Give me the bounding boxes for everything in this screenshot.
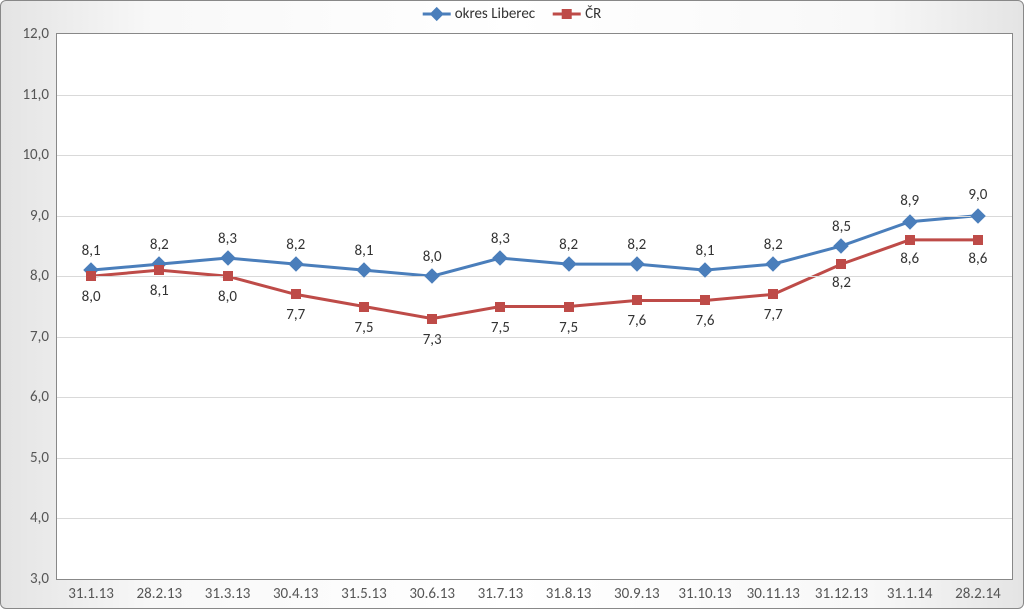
- data-marker: [905, 235, 915, 245]
- data-marker: [836, 259, 846, 269]
- x-tick-label: 31.3.13: [205, 579, 251, 603]
- data-marker: [631, 259, 642, 270]
- data-marker: [427, 314, 437, 324]
- legend-label: ČR: [585, 5, 601, 23]
- data-label: 7,7: [764, 306, 783, 324]
- data-label: 8,1: [696, 242, 715, 260]
- chart-legend: okres Liberec ČR: [423, 5, 602, 23]
- y-tick-label: 4,0: [30, 509, 57, 527]
- x-tick-label: 31.10.13: [678, 579, 731, 603]
- chart-container: okres Liberec ČR 3,0 4,0 5,0 6,0 7,0 8,0 9,0 10,…: [0, 0, 1024, 609]
- gridline: [57, 95, 1012, 96]
- y-tick-label: 5,0: [30, 449, 57, 467]
- x-tick-label: 31.1.14: [887, 579, 933, 603]
- gridline: [57, 276, 1012, 277]
- data-marker: [223, 271, 233, 281]
- y-tick-label: 9,0: [30, 207, 57, 225]
- data-marker: [495, 302, 505, 312]
- data-marker: [904, 216, 915, 227]
- data-label: 8,2: [627, 236, 646, 254]
- data-label: 8,3: [491, 230, 510, 248]
- data-marker: [563, 259, 574, 270]
- data-marker: [427, 271, 438, 282]
- data-marker: [972, 210, 983, 221]
- data-label: 7,3: [423, 331, 442, 349]
- data-marker: [836, 240, 847, 251]
- data-label: 8,2: [150, 236, 169, 254]
- y-tick-label: 6,0: [30, 388, 57, 406]
- data-label: 7,6: [627, 312, 646, 330]
- data-marker: [495, 253, 506, 264]
- gridline: [57, 458, 1012, 459]
- x-tick-label: 31.8.13: [546, 579, 592, 603]
- y-tick-label: 7,0: [30, 328, 57, 346]
- data-label: 8,1: [150, 282, 169, 300]
- gridline: [57, 337, 1012, 338]
- data-label: 8,0: [82, 288, 101, 306]
- x-tick-label: 30.11.13: [747, 579, 800, 603]
- data-marker: [700, 295, 710, 305]
- data-label: 7,5: [559, 319, 578, 337]
- x-tick-label: 30.6.13: [409, 579, 455, 603]
- data-marker: [359, 302, 369, 312]
- data-label: 8,6: [968, 250, 987, 268]
- x-tick-label: 31.12.13: [815, 579, 868, 603]
- data-label: 8,2: [832, 274, 851, 292]
- data-label: 8,6: [900, 250, 919, 268]
- data-marker: [86, 271, 96, 281]
- y-tick-label: 10,0: [22, 146, 57, 164]
- data-label: 8,2: [559, 236, 578, 254]
- gridline: [57, 518, 1012, 519]
- data-label: 7,6: [696, 312, 715, 330]
- data-label: 8,2: [286, 236, 305, 254]
- plot-area: 3,04,05,06,07,08,09,010,011,012,031.1.13…: [56, 33, 1013, 580]
- gridline: [57, 216, 1012, 217]
- y-tick-label: 8,0: [30, 267, 57, 285]
- data-label: 8,1: [82, 242, 101, 260]
- gridline: [57, 397, 1012, 398]
- data-marker: [358, 265, 369, 276]
- x-tick-label: 28.2.14: [955, 579, 1001, 603]
- y-tick-label: 12,0: [22, 25, 57, 43]
- data-marker: [973, 235, 983, 245]
- data-marker: [632, 295, 642, 305]
- legend-item: okres Liberec: [423, 5, 535, 23]
- data-label: 8,5: [832, 218, 851, 236]
- data-label: 7,5: [354, 319, 373, 337]
- data-label: 8,0: [423, 248, 442, 266]
- x-tick-label: 30.9.13: [614, 579, 660, 603]
- data-marker: [768, 259, 779, 270]
- x-tick-label: 31.1.13: [68, 579, 114, 603]
- data-label: 8,2: [764, 236, 783, 254]
- x-tick-label: 30.4.13: [273, 579, 319, 603]
- data-label: 9,0: [968, 186, 987, 204]
- data-label: 8,0: [218, 288, 237, 306]
- y-tick-label: 3,0: [30, 570, 57, 588]
- data-marker: [700, 265, 711, 276]
- legend-item: ČR: [553, 5, 601, 23]
- y-tick-label: 11,0: [22, 86, 57, 104]
- data-label: 8,1: [354, 242, 373, 260]
- data-label: 7,5: [491, 319, 510, 337]
- data-marker: [564, 302, 574, 312]
- series-lines: [57, 34, 1012, 579]
- data-label: 8,9: [900, 192, 919, 210]
- x-tick-label: 31.7.13: [478, 579, 524, 603]
- data-marker: [768, 289, 778, 299]
- x-tick-label: 28.2.13: [137, 579, 183, 603]
- gridline: [57, 155, 1012, 156]
- data-label: 8,3: [218, 230, 237, 248]
- legend-swatch: [553, 7, 581, 21]
- data-marker: [154, 265, 164, 275]
- x-tick-label: 31.5.13: [341, 579, 387, 603]
- data-marker: [222, 253, 233, 264]
- data-marker: [290, 259, 301, 270]
- legend-swatch: [423, 7, 451, 21]
- data-marker: [291, 289, 301, 299]
- data-label: 7,7: [286, 306, 305, 324]
- legend-label: okres Liberec: [455, 5, 535, 23]
